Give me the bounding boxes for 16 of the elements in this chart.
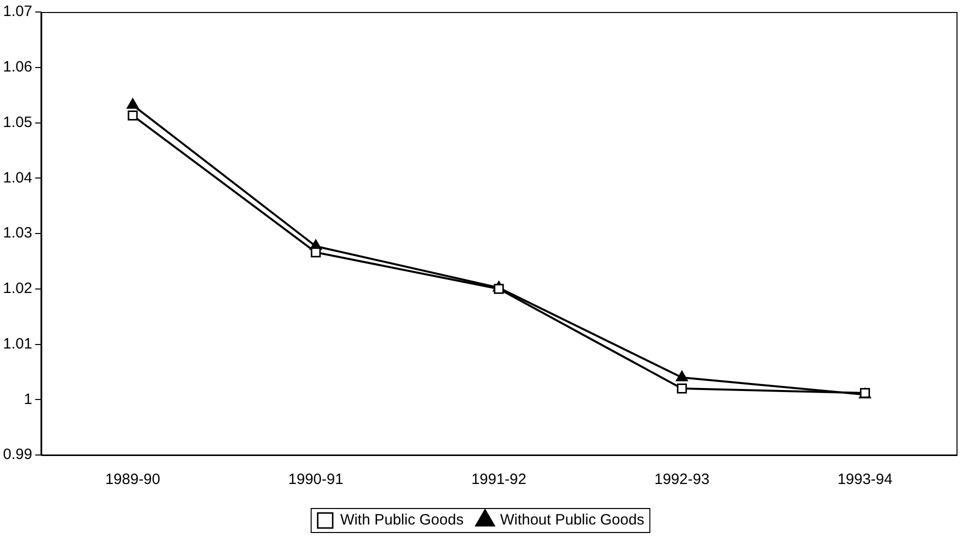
- y-tick-label: 1.04: [2, 169, 32, 186]
- x-tick-label: 1989-90: [105, 471, 160, 488]
- y-tick-label: 0.99: [2, 446, 32, 464]
- x-tick-label: 1990-91: [288, 471, 344, 488]
- y-tick-label: 1: [24, 390, 32, 408]
- y-tick-label: 1.03: [2, 224, 32, 242]
- y-tick-label: 1.01: [2, 335, 32, 352]
- y-tick-label: 1.07: [2, 3, 32, 20]
- x-tick-label: 1992-93: [654, 471, 710, 488]
- y-tick-label: 1.02: [2, 280, 32, 298]
- y-tick-label: 1.06: [2, 58, 32, 76]
- legend-label: With Public Goods: [340, 512, 464, 529]
- x-tick-label: 1991-92: [471, 471, 526, 488]
- x-tick-label: 1993-94: [837, 471, 892, 488]
- legend-label: Without Public Goods: [500, 512, 644, 529]
- y-tick-label: 1.05: [2, 114, 32, 131]
